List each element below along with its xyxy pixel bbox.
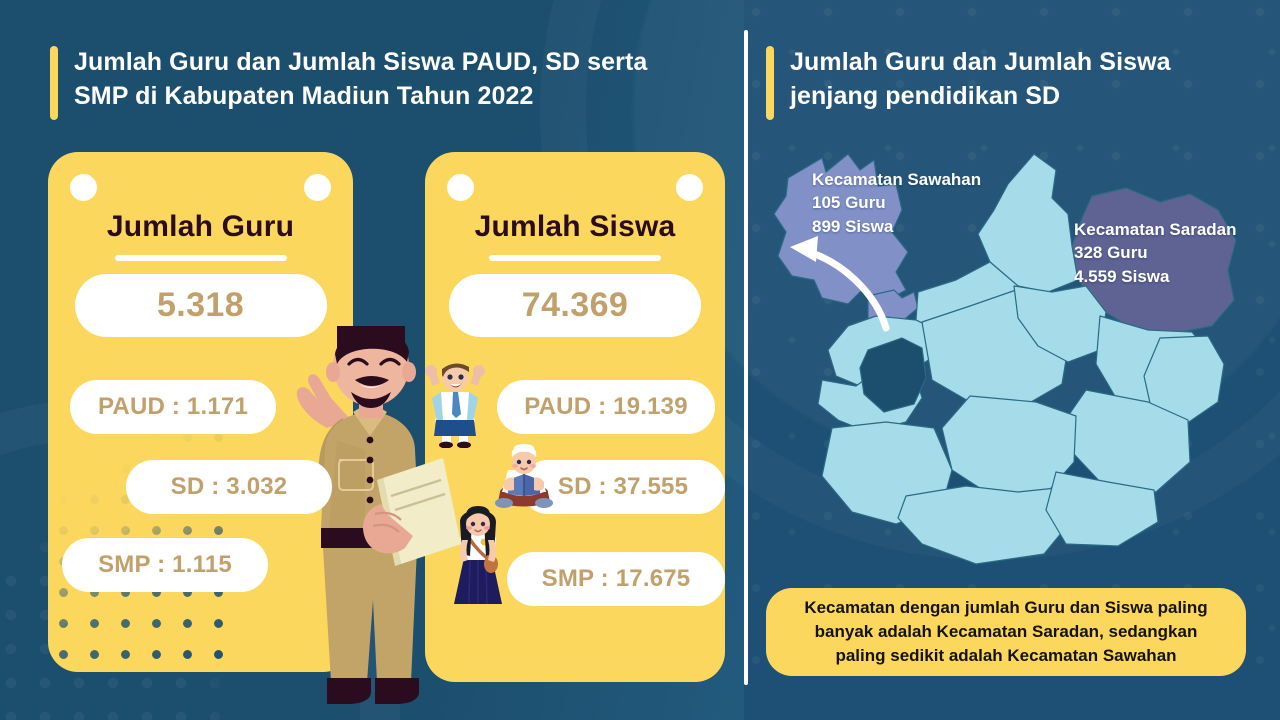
- map-label-saradan: Kecamatan Saradan 328 Guru 4.559 Siswa: [1074, 220, 1237, 286]
- level-pill-guru-sd: SD : 3.032: [126, 460, 332, 514]
- card-underline: [489, 255, 661, 261]
- card-underline: [114, 255, 287, 261]
- level-pill-guru-smp: SMP : 1.115: [62, 538, 268, 592]
- map-region-base-southtail: [1045, 471, 1159, 547]
- total-value-siswa: 74.369: [449, 274, 701, 337]
- summary-note-text: Kecamatan dengan jumlah Guru dan Siswa p…: [804, 597, 1208, 666]
- student-sitting-illustration: [495, 444, 553, 508]
- level-pill-guru-paud: PAUD : 1.171: [70, 380, 276, 434]
- map-container: Kecamatan Sawahan 105 Guru 899 Siswa Kec…: [756, 140, 1268, 570]
- level-pill-siswa-paud: PAUD : 19.139: [497, 380, 715, 434]
- title-accent-bar: [766, 46, 774, 120]
- summary-note-box: Kecamatan dengan jumlah Guru dan Siswa p…: [766, 588, 1246, 676]
- title-accent-bar: [50, 46, 58, 120]
- punch-hole-left-icon: [447, 174, 474, 201]
- stat-card-jumlah-siswa: Jumlah Siswa 74.369 PAUD : 19.139 SD : 3…: [425, 152, 725, 682]
- left-panel-title-text: Jumlah Guru dan Jumlah Siswa PAUD, SD se…: [74, 48, 648, 110]
- level-pill-siswa-smp: SMP : 17.675: [507, 552, 725, 606]
- total-value-guru: 5.318: [74, 274, 327, 337]
- teacher-illustration: [296, 326, 461, 704]
- right-panel-title: Jumlah Guru dan Jumlah Siswa jenjang pen…: [766, 46, 1246, 120]
- panel-divider: [744, 30, 748, 685]
- map-pointer-arrow: [790, 236, 890, 332]
- punch-hole-right-icon: [304, 174, 331, 201]
- map-region-base-south: [897, 485, 1073, 565]
- map-region-sawahan-exclave: [773, 153, 909, 305]
- right-panel-title-text: Jumlah Guru dan Jumlah Siswa jenjang pen…: [790, 48, 1171, 110]
- student-boy-illustration: [425, 363, 485, 448]
- level-pill-siswa-sd: SD : 37.555: [521, 460, 725, 514]
- map-region-base-easterly: [1143, 335, 1225, 425]
- kabupaten-madiun-map: [773, 153, 1237, 565]
- student-girl-illustration: [454, 506, 502, 605]
- punch-hole-left-icon: [70, 174, 97, 201]
- card-title-guru: Jumlah Guru: [106, 210, 295, 243]
- left-panel-title: Jumlah Guru dan Jumlah Siswa PAUD, SD se…: [50, 46, 710, 120]
- map-region-dark-inset: [859, 337, 927, 413]
- punch-hole-right-icon: [676, 174, 703, 201]
- card-title-siswa: Jumlah Siswa: [474, 210, 676, 243]
- map-label-sawahan: Kecamatan Sawahan 105 Guru 899 Siswa: [812, 170, 982, 236]
